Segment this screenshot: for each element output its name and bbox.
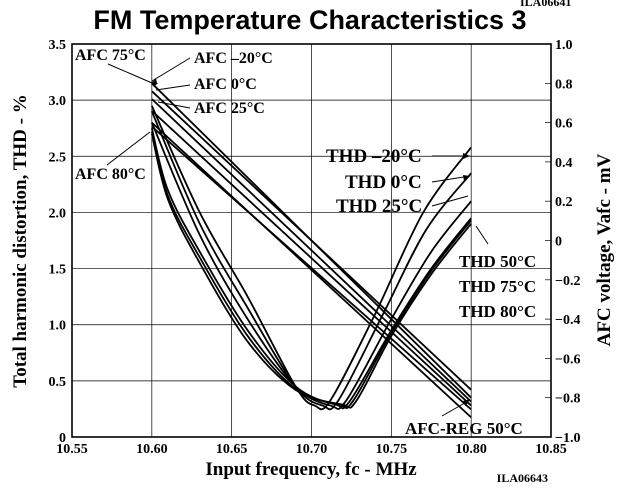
leader-afc-75	[107, 63, 153, 84]
series-afc-0-c	[151, 98, 472, 403]
x-axis-label: Input frequency, fc - MHz	[205, 459, 417, 480]
annotation-thd-75: THD 75°C	[459, 277, 536, 296]
series-lines	[150, 82, 472, 419]
y-axis-right-label: AFC voltage, Vafc - mV	[594, 153, 615, 346]
y-tick-label: 1.0	[49, 319, 67, 334]
x-tick-label: 10.65	[216, 442, 248, 457]
grid	[71, 43, 552, 438]
y2-tick-label: −0.4	[555, 313, 580, 328]
arrowhead	[463, 399, 470, 406]
annotation-thd-0: THD 0°C	[345, 172, 422, 193]
x-tick-label: 10.75	[376, 442, 408, 457]
annotation-thd-25: THD 25°C	[336, 196, 422, 217]
y2-tick-label: 0.4	[555, 156, 573, 171]
leader-afc-80	[106, 131, 151, 166]
y2-tick-label: −0.8	[555, 392, 580, 407]
x-tick-label: 10.60	[136, 442, 168, 457]
annotation-afc-80: AFC 80°C	[75, 166, 146, 183]
leader-thd-50	[475, 225, 489, 245]
y-tick-label: 3.0	[49, 94, 67, 109]
annotation-thd-50: THD 50°C	[459, 252, 536, 271]
y-axis-left-label: Total harmonic distortion, THD - %	[10, 94, 31, 387]
y2-tick-label: 0.6	[555, 117, 573, 132]
y2-tick-label: 1.0	[555, 38, 573, 53]
y-tick-label: 0	[59, 431, 66, 446]
y2-tick-label: 0	[555, 235, 562, 250]
leader-afc-m20	[151, 57, 191, 82]
y-tick-label: 2.0	[49, 206, 67, 221]
x-tick-label: 10.85	[535, 442, 567, 457]
series-thd-20-c	[151, 105, 472, 411]
y2-tick-label: −0.2	[555, 274, 580, 289]
y2-tick-label: 0.8	[555, 77, 573, 92]
leader-afc-25	[157, 101, 191, 109]
x-tick-label: 10.70	[296, 442, 328, 457]
y-axis-right-ticks: −1.0 −0.8 −0.6 −0.4 −0.2 0 0.2 0.4 0.6 0.8 1.0	[545, 38, 580, 446]
series-afc-25-c	[151, 110, 472, 407]
y2-tick-label: −1.0	[555, 431, 580, 446]
annotation-afc-0: AFC 0°C	[194, 76, 257, 93]
x-axis-ticks: 10.55 10.60 10.65 10.70 10.75 10.80 10.85	[56, 442, 567, 457]
chart-title: FM Temperature Characteristics 3	[93, 5, 526, 35]
annotation-thd-m20: THD –20°C	[326, 146, 422, 167]
figure-code-bottom: ILA06643	[497, 471, 548, 485]
annotation-afc-25: AFC 25°C	[194, 100, 265, 117]
y-axis-left-ticks: 0 0.5 1.0 1.5 2.0 2.5 3.0 3.5	[49, 38, 67, 446]
x-tick-label: 10.55	[56, 442, 88, 457]
y2-tick-label: 0.2	[555, 195, 573, 210]
series-thd-80-c	[150, 133, 472, 409]
annotation-afc-75: AFC 75°C	[75, 47, 146, 64]
arrowhead	[463, 175, 470, 181]
arrowhead	[463, 153, 470, 159]
y-tick-label: 2.5	[49, 150, 67, 165]
arrowhead	[152, 78, 157, 84]
annotation-afc-reg-50: AFC-REG 50°C	[405, 419, 523, 438]
y-tick-label: 1.5	[49, 263, 67, 278]
series-afc-reg-50-c	[151, 121, 472, 419]
annotation-leaders	[106, 57, 489, 417]
y-tick-label: 3.5	[49, 38, 67, 53]
y-tick-label: 0.5	[49, 375, 67, 390]
x-tick-label: 10.80	[455, 442, 487, 457]
arrowheads	[152, 78, 470, 406]
annotation-afc-m20: AFC –20°C	[194, 50, 273, 67]
leader-thd-25	[431, 195, 469, 207]
series-thd-25-c	[151, 122, 472, 410]
series-thd-0-c	[151, 111, 472, 411]
series-afc-20-c	[151, 82, 472, 399]
leader-afc-0	[155, 84, 191, 91]
series-afc-80-c	[151, 125, 472, 411]
figure-code-top: ILA06641	[520, 0, 571, 9]
annotation-thd-80: THD 80°C	[459, 302, 536, 321]
y2-tick-label: −0.6	[555, 352, 580, 367]
